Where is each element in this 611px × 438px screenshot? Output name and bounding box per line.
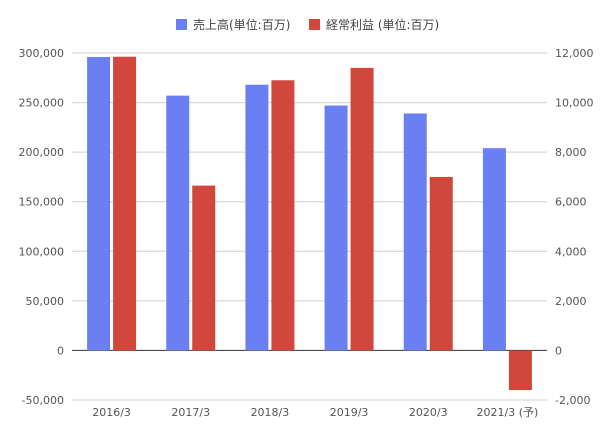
y-left-tick-label: 300,000 [19, 47, 65, 60]
axes: 300,000 250,000 200,000 150,000 100,000 50,00… [19, 47, 594, 419]
x-tick-label: 2018/3 [251, 406, 290, 419]
bar-sales [324, 105, 348, 351]
y-right-tick-label: 8,000 [555, 146, 587, 159]
y-left-tick-label: 50,000 [26, 295, 65, 308]
bars [87, 56, 532, 391]
y-right-tick-label: 10,000 [555, 97, 594, 110]
gridlines [72, 52, 547, 401]
legend-label-ordinary-profit: 経常利益 (単位:百万) [326, 17, 439, 32]
y-right-tick-label: 0 [555, 344, 562, 357]
x-tick-label: 2020/3 [409, 406, 448, 419]
legend: 売上高(単位:百万) 経常利益 (単位:百万) [176, 17, 439, 32]
bar-ordinary-profit [350, 67, 374, 351]
y-right-tick-label: 6,000 [555, 196, 587, 209]
x-tick-label: 2021/3 (予) [477, 406, 539, 419]
y-right-tick-label: -2,000 [555, 394, 590, 407]
y-left-tick-label: 100,000 [19, 245, 65, 258]
bar-ordinary-profit [192, 185, 216, 351]
y-left-tick-label: -50,000 [22, 394, 64, 407]
bar-ordinary-profit [113, 56, 137, 351]
legend-swatch-sales [176, 19, 187, 30]
legend-label-sales: 売上高(単位:百万) [193, 17, 290, 32]
bar-sales [482, 148, 506, 351]
bar-ordinary-profit [429, 176, 453, 351]
bar-sales [245, 84, 269, 351]
y-left-tick-label: 250,000 [19, 97, 65, 110]
bar-sales [166, 95, 190, 351]
x-tick-label: 2016/3 [92, 406, 131, 419]
legend-swatch-ordinary-profit [309, 19, 320, 30]
bar-sales [87, 56, 111, 351]
bar-sales [403, 113, 427, 351]
y-left-tick-label: 200,000 [19, 146, 65, 159]
y-left-tick-label: 0 [57, 344, 64, 357]
y-right-tick-label: 2,000 [555, 295, 587, 308]
bar-ordinary-profit [271, 80, 295, 351]
y-left-tick-label: 150,000 [19, 196, 65, 209]
bar-ordinary-profit [508, 350, 532, 391]
y-right-tick-label: 12,000 [555, 47, 594, 60]
y-right-tick-label: 4,000 [555, 245, 587, 258]
x-tick-label: 2017/3 [171, 406, 210, 419]
x-tick-label: 2019/3 [330, 406, 369, 419]
